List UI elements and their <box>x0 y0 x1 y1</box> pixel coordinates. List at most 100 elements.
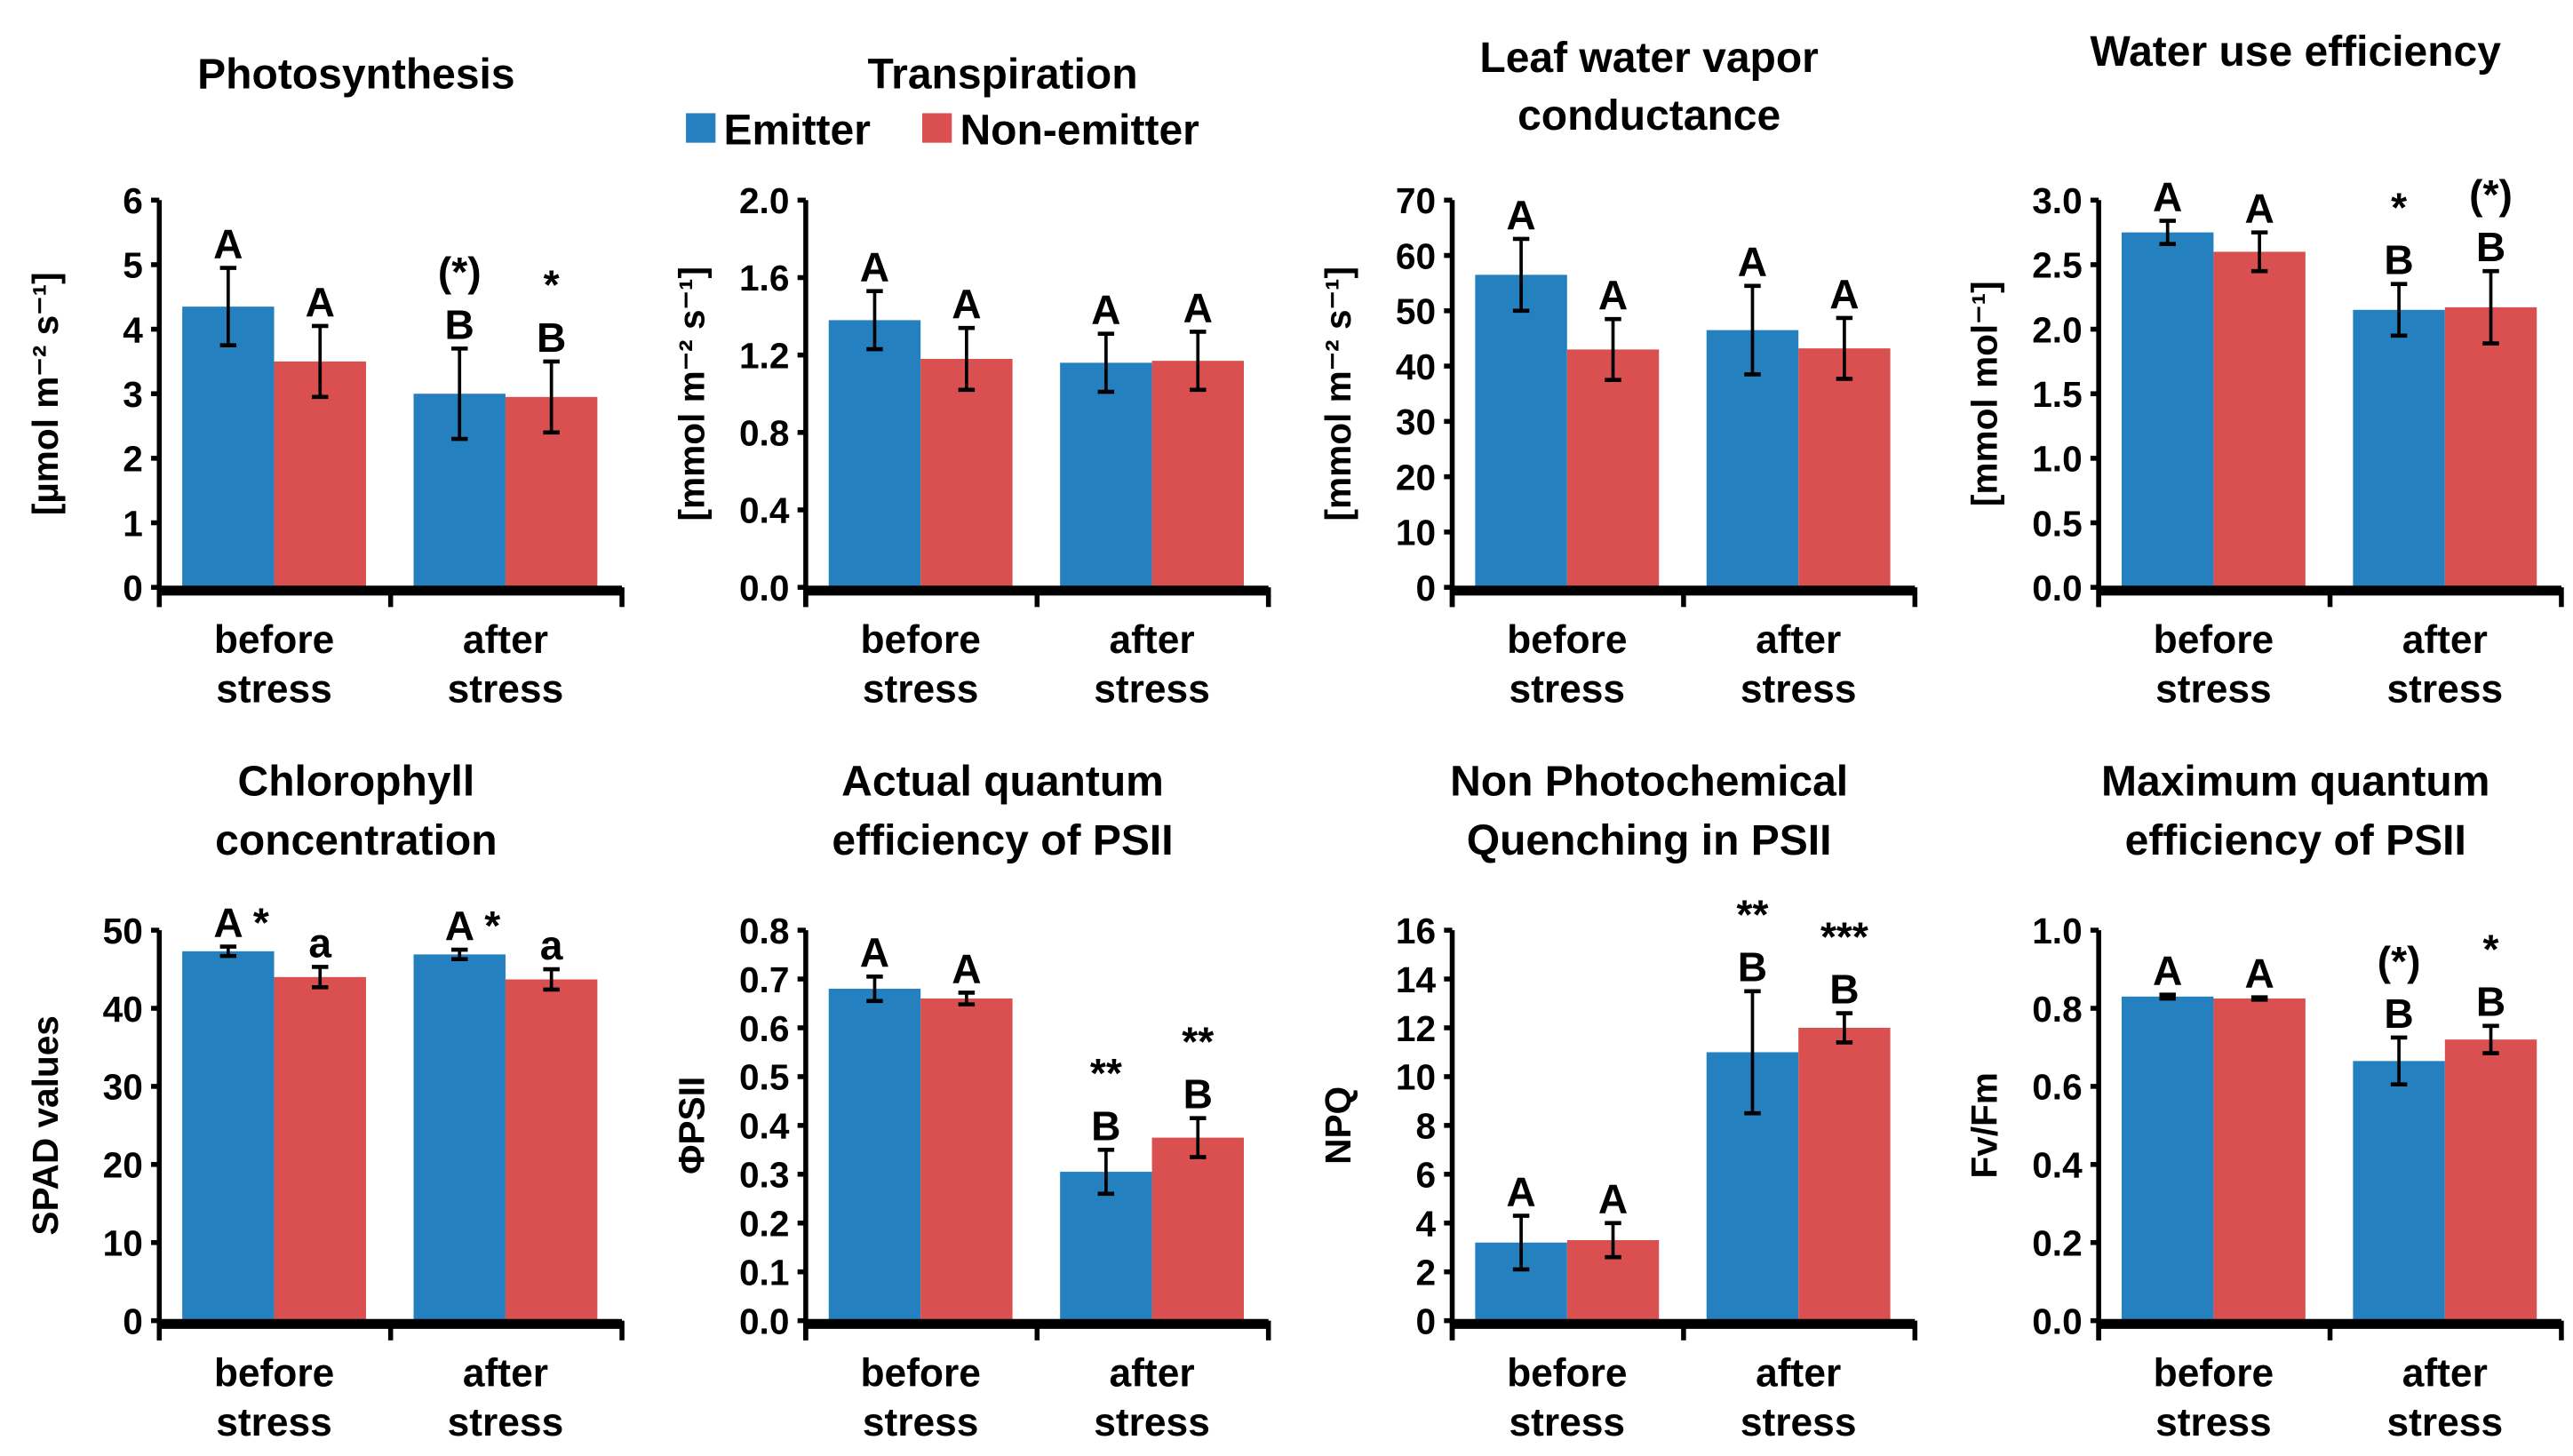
y-tick-label: 10 <box>1396 1057 1436 1098</box>
y-tick-label: 0 <box>1415 1301 1436 1341</box>
y-tick-label: 70 <box>1396 180 1436 221</box>
bar-emitter <box>828 320 921 588</box>
y-axis-label: [mmol mol⁻¹] <box>1964 281 2005 506</box>
bar-non-emitter <box>2213 251 2306 588</box>
y-tick-label: 1.2 <box>739 335 789 376</box>
x-category-label: before <box>214 618 334 662</box>
y-axis-label: Fv/Fm <box>1964 1072 2005 1179</box>
significance-label: * <box>2483 927 2499 973</box>
significance-label: B <box>2384 237 2413 283</box>
y-tick-label: 2.0 <box>2032 309 2082 350</box>
chart-panel: Leaf water vapor conductance [mmol m⁻² s⁻¹… <box>1318 35 1918 711</box>
y-tick-label: 14 <box>1396 959 1437 1000</box>
significance-label: B <box>1183 1071 1213 1118</box>
significance-label: A <box>1506 1168 1535 1214</box>
y-tick-label: 30 <box>1396 402 1436 442</box>
significance-label: *** <box>1820 913 1868 959</box>
bar-non-emitter <box>274 361 366 588</box>
bar-emitter <box>828 989 921 1321</box>
significance-label: A <box>2244 951 2274 997</box>
y-tick-label: 40 <box>103 989 143 1030</box>
x-category-label: stress <box>448 1401 564 1444</box>
y-tick-label: 10 <box>103 1223 143 1264</box>
y-tick-label: 0.7 <box>739 959 789 1000</box>
y-tick-label: 0.2 <box>2032 1223 2082 1264</box>
x-category-label: stress <box>2387 1401 2504 1444</box>
significance-label: A <box>860 244 889 290</box>
significance-label: ** <box>1182 1018 1214 1064</box>
bar-emitter <box>413 954 506 1321</box>
significance-label: A <box>1598 1176 1628 1222</box>
y-tick-label: 1.5 <box>2032 374 2082 415</box>
y-tick-label: 4 <box>1415 1204 1436 1245</box>
bar-non-emitter <box>1151 361 1244 588</box>
y-tick-label: 10 <box>1396 513 1436 553</box>
x-category-label: before <box>860 1352 980 1396</box>
y-tick-label: 30 <box>103 1067 143 1108</box>
y-tick-label: 2.5 <box>2032 245 2082 286</box>
y-axis-label: NPQ <box>1318 1086 1358 1165</box>
significance-label: (*) <box>2469 171 2513 218</box>
x-category-label: stress <box>448 667 564 711</box>
chart-title: Non Photochemical <box>1450 759 1848 806</box>
x-category-label: stress <box>216 667 332 711</box>
legend-label-non-emitter: Non-emitter <box>960 107 1199 155</box>
significance-label: B <box>445 301 474 347</box>
y-tick-label: 40 <box>1396 346 1436 387</box>
y-axis-label: [mmol m⁻² s⁻¹] <box>671 267 712 521</box>
y-tick-label: 20 <box>103 1145 143 1186</box>
chart-panel: Maximum quantum efficiency of PSII Fv/Fm A (… <box>1964 759 2564 1444</box>
significance-label: B <box>1738 944 1767 991</box>
y-tick-label: 0.6 <box>2032 1067 2082 1108</box>
x-category-label: stress <box>216 1401 332 1444</box>
chart-title: Quenching in PSII <box>1467 817 1832 864</box>
y-tick-label: 0.6 <box>739 1008 789 1049</box>
bar-emitter <box>2353 309 2445 588</box>
bar-non-emitter <box>1566 349 1660 588</box>
significance-label: (*) <box>2378 938 2421 984</box>
bar-non-emitter <box>1798 1027 1891 1321</box>
bar-emitter <box>2353 1061 2445 1321</box>
y-tick-label: 0.5 <box>2032 503 2082 544</box>
y-axis-label: ΦPSII <box>671 1077 712 1174</box>
significance-label: A <box>306 279 335 325</box>
y-tick-label: 0.4 <box>739 490 790 531</box>
y-tick-label: 0.8 <box>739 911 789 951</box>
y-tick-label: 1.0 <box>2032 439 2082 480</box>
y-tick-label: 0 <box>123 1301 143 1341</box>
chart-panel: Photosynthesis [µmol m⁻² s⁻¹] A (*) B A * B 0 1 2 3… <box>25 52 625 711</box>
x-category-label: before <box>2154 1352 2274 1396</box>
bar-non-emitter <box>920 999 1013 1321</box>
x-category-label: stress <box>1509 1401 1625 1444</box>
y-tick-label: 5 <box>123 245 143 286</box>
significance-label: a <box>308 919 331 966</box>
chart-title: Water use efficiency <box>2091 28 2502 76</box>
significance-label: B <box>2476 224 2505 270</box>
y-tick-label: 1.6 <box>739 258 789 298</box>
y-tick-label: 3.0 <box>2032 180 2082 221</box>
x-category-label: stress <box>1094 1401 1210 1444</box>
x-category-label: stress <box>2387 667 2504 711</box>
significance-label: A <box>213 220 243 267</box>
chart-panel: Actual quantum efficiency of PSII ΦPSII A **… <box>671 759 1271 1444</box>
x-category-label: stress <box>2155 1401 2272 1444</box>
significance-label: A * <box>213 899 268 945</box>
significance-label: A <box>1183 284 1213 330</box>
chart-title: Photosynthesis <box>197 52 514 99</box>
x-category-label: before <box>2154 618 2274 662</box>
significance-label: A <box>952 945 981 991</box>
y-axis-label: [µmol m⁻² s⁻¹] <box>25 272 66 515</box>
significance-label: B <box>537 314 566 361</box>
bar-emitter <box>2122 996 2214 1321</box>
y-tick-label: 2 <box>1415 1252 1436 1293</box>
significance-label: A <box>860 929 889 975</box>
bar-non-emitter <box>1798 348 1891 588</box>
significance-label: A <box>1598 272 1628 318</box>
x-category-label: after <box>1756 1352 1841 1396</box>
y-tick-label: 0.4 <box>2032 1145 2083 1186</box>
significance-label: * <box>544 262 560 308</box>
chart-title: Leaf water vapor <box>1479 35 1818 82</box>
y-tick-label: 0 <box>1415 568 1436 609</box>
significance-label: A <box>1738 239 1767 285</box>
